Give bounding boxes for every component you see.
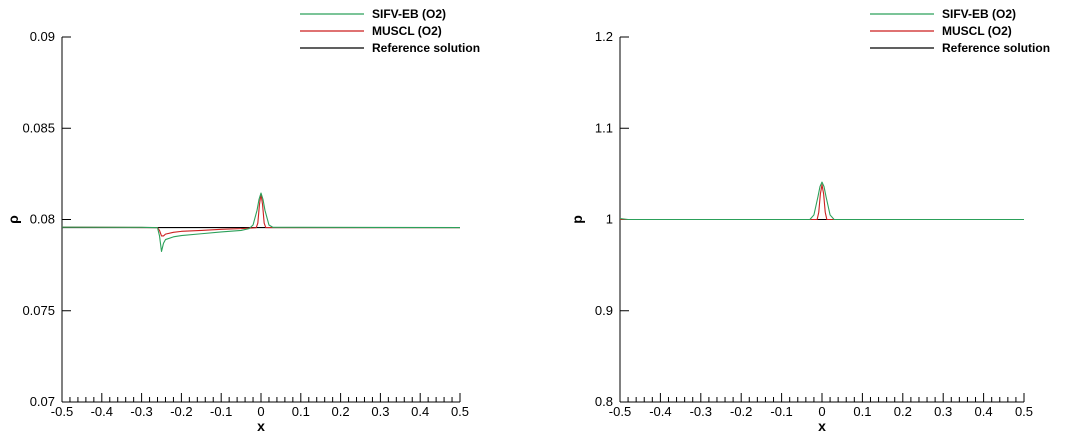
y-tick-label: 0.08 [30, 212, 55, 227]
x-tick-label: 0.1 [853, 404, 871, 419]
x-tick-label: -0.5 [609, 404, 631, 419]
legend-label: Reference solution [372, 41, 480, 55]
legend-label: SIFV-EB (O2) [942, 7, 1016, 21]
x-tick-label: 0.2 [894, 404, 912, 419]
y-tick-label: 0.8 [595, 394, 613, 409]
y-tick-label: 0.085 [22, 120, 55, 135]
legend-label: Reference solution [942, 41, 1050, 55]
x-tick-label: -0.4 [91, 404, 113, 419]
x-tick-label: 0 [257, 404, 264, 419]
x-tick-label: 0.5 [1015, 404, 1033, 419]
x-tick-label: -0.3 [690, 404, 712, 419]
legend-label: MUSCL (O2) [942, 24, 1012, 38]
series-line-2 [61, 193, 460, 237]
series-line-1 [619, 181, 1024, 221]
legend-label: MUSCL (O2) [372, 24, 442, 38]
series-line-2 [620, 184, 1024, 221]
x-tick-label: 0.3 [371, 404, 389, 419]
legend: SIFV-EB (O2) MUSCL (O2) Reference solution [870, 7, 1050, 55]
y-tick-label: 0.9 [595, 303, 613, 318]
y-tick-label: 0.07 [30, 394, 55, 409]
chart-1: -0.5 -0.4 -0.3 -0.2 -0.1 0 0.1 0.2 0.3 0.4 0.5 0.07… [5, 7, 480, 434]
legend: SIFV-EB (O2) MUSCL (O2) Reference solution [300, 7, 480, 55]
x-tick-label: -0.5 [51, 404, 73, 419]
x-tick-label: 0.3 [934, 404, 952, 419]
y-tick-label: 0.075 [22, 303, 55, 318]
y-tick-label: 0.09 [30, 29, 55, 44]
x-axis-title: x [257, 418, 265, 434]
y-tick-label: 1 [606, 212, 613, 227]
y-tick-label: 1.2 [595, 29, 613, 44]
x-tick-label: 0.1 [292, 404, 310, 419]
x-tick-label: -0.4 [649, 404, 671, 419]
y-tick-label: 1.1 [595, 120, 613, 135]
legend-label: SIFV-EB (O2) [372, 7, 446, 21]
x-tick-label: 0.2 [332, 404, 350, 419]
x-tick-label: 0.4 [411, 404, 429, 419]
x-tick-label: -0.2 [730, 404, 752, 419]
series-line-1 [61, 192, 461, 252]
x-tick-label: -0.1 [210, 404, 232, 419]
y-axis-title: p [569, 215, 585, 224]
x-tick-label: 0 [818, 404, 825, 419]
x-tick-label: -0.1 [770, 404, 792, 419]
x-tick-label: 0.4 [975, 404, 993, 419]
x-tick-label: 0.5 [451, 404, 469, 419]
chart-2: -0.5 -0.4 -0.3 -0.2 -0.1 0 0.1 0.2 0.3 0.4 0.5 0.8 0… [569, 7, 1050, 434]
x-tick-label: -0.3 [130, 404, 152, 419]
y-axis-title: ρ [5, 215, 21, 224]
x-axis-title: x [818, 418, 826, 434]
x-tick-label: -0.2 [170, 404, 192, 419]
